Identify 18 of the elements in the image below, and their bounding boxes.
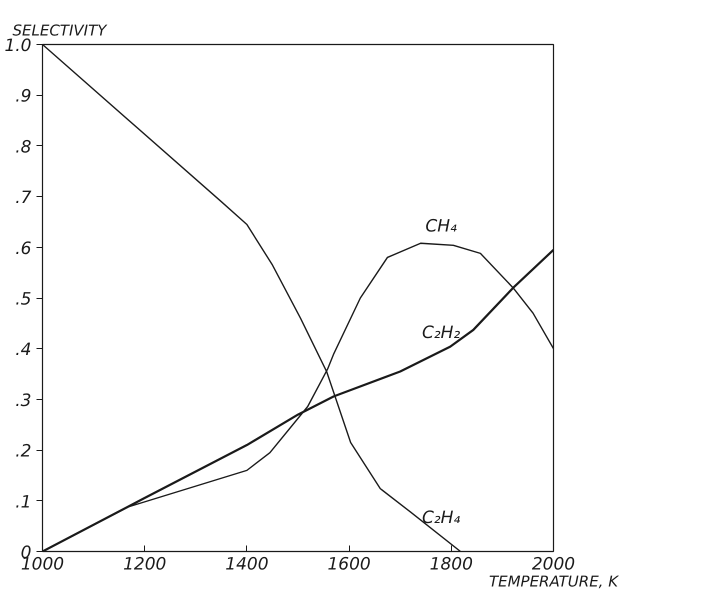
- x-tick-label: 2000: [532, 554, 576, 574]
- y-tick-label: .7: [15, 188, 32, 208]
- y-tick-label: .5: [15, 290, 32, 310]
- y-tick-label: .3: [15, 390, 32, 411]
- y-tick-label: .1: [15, 492, 32, 512]
- series-label: CH₄: [425, 216, 457, 237]
- x-tick-label: 1600: [327, 554, 371, 574]
- y-tick-label: .2: [15, 442, 32, 462]
- x-tick-label: 1200: [123, 554, 166, 574]
- series-label: C₂H₄: [422, 508, 460, 528]
- x-axis-title: TEMPERATURE, K: [488, 572, 620, 590]
- x-tick-label: 1400: [225, 554, 269, 574]
- y-tick-label: .4: [15, 340, 32, 360]
- y-tick-label: .6: [15, 238, 32, 259]
- y-tick-label: .8: [15, 137, 32, 158]
- x-tick-label: 1800: [430, 554, 473, 574]
- series-label: C₂H₂: [422, 323, 460, 344]
- y-tick-label: .9: [15, 86, 32, 107]
